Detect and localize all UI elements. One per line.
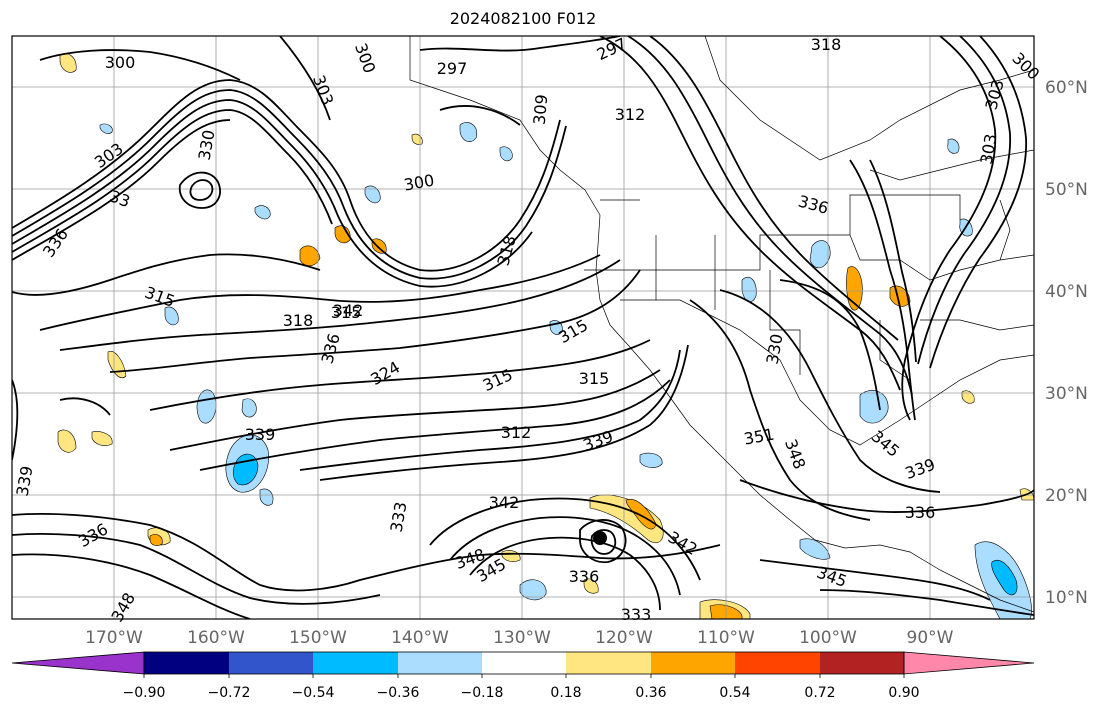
blue-patch: [196, 389, 217, 424]
latitude-labels: 60°N 50°N 40°N 30°N 20°N 10°N: [1045, 78, 1088, 608]
latitude-label: 20°N: [1045, 486, 1088, 506]
cyan-patch: [991, 560, 1018, 596]
colorbar-tick-label: 0.36: [635, 685, 666, 701]
colorbar-segment: [229, 652, 313, 674]
contour-label: 297: [437, 59, 468, 78]
latitude-label: 40°N: [1045, 282, 1088, 302]
yellow-patch: [589, 494, 664, 544]
longitude-label: 150°W: [289, 628, 347, 648]
blue-patch: [639, 452, 663, 468]
orange-patch: [299, 245, 321, 267]
colorbar-tick-label: 0.18: [550, 685, 581, 701]
blue-patch: [164, 306, 179, 326]
longitude-label: 170°W: [85, 628, 143, 648]
blue-patch: [241, 398, 257, 418]
blue-patch: [519, 579, 547, 601]
colorbar-tick-label: −0.18: [461, 685, 504, 701]
contour-label: 342: [333, 301, 364, 320]
contour-label: 315: [579, 369, 610, 388]
colorbar-outline: [143, 651, 905, 675]
blue-patch: [99, 123, 113, 134]
colorbar-tick-label: 0.72: [804, 685, 835, 701]
colorbar-tick-label: −0.36: [377, 685, 420, 701]
latitude-label: 50°N: [1045, 180, 1088, 200]
map-border: [11, 35, 1035, 620]
contour-label: 300: [105, 53, 136, 72]
colorbar-tick-labels: −0.90 −0.72 −0.54 −0.36 −0.18 0.18 0.36 0.54 0.7…: [123, 674, 920, 701]
colorbar-segment: [398, 652, 482, 674]
longitude-label: 120°W: [595, 628, 653, 648]
yellow-patch: [961, 390, 975, 404]
map-frame: [12, 36, 1034, 619]
colorbar-segment: [735, 652, 820, 674]
colorbar-segment: [820, 652, 904, 674]
colorbar: [11, 651, 1035, 675]
colorbar-tick-label: −0.90: [123, 685, 166, 701]
contour-label: 312: [501, 423, 532, 442]
cyclone-eye: [593, 531, 607, 545]
contour-label: 342: [489, 493, 520, 512]
blue-patch: [947, 138, 960, 154]
colorbar-segment: [482, 652, 566, 674]
latitude-label: 10°N: [1045, 588, 1088, 608]
blue-patch: [364, 185, 381, 204]
yellow-patch: [57, 429, 77, 453]
longitude-labels: 170°W 160°W 150°W 140°W 130°W 120°W 110°W 100°W…: [85, 628, 954, 648]
blue-patch: [499, 146, 513, 162]
blue-patch: [254, 205, 271, 220]
longitude-label: 160°W: [187, 628, 245, 648]
colorbar-max-extension: [903, 651, 1035, 675]
blue-patch: [859, 390, 889, 424]
latitude-label: 60°N: [1045, 78, 1088, 98]
longitude-label: 90°W: [907, 628, 954, 648]
contour-label: 318: [283, 311, 314, 330]
height-contours: [12, 36, 1034, 619]
colorbar-segment: [651, 652, 735, 674]
longitude-label: 140°W: [391, 628, 449, 648]
blue-patch: [259, 488, 274, 506]
map-title: 2024082100 F012: [449, 9, 597, 28]
yellow-patch: [91, 431, 113, 446]
longitude-label: 130°W: [493, 628, 551, 648]
colorbar-segment: [144, 652, 229, 674]
contour-label: 315: [331, 303, 362, 322]
contour-label: 318: [811, 35, 842, 54]
contour-label: 336: [569, 567, 600, 586]
blue-patch: [459, 122, 478, 142]
grid-lines: [12, 36, 1034, 619]
contour-label: 333: [621, 605, 652, 624]
contour-label: 336: [905, 503, 936, 522]
contour-label: 309: [530, 93, 552, 125]
blue-patch: [809, 240, 831, 269]
longitude-label: 100°W: [799, 628, 857, 648]
orange-patch: [371, 238, 387, 254]
blue-patch: [741, 276, 757, 302]
contour-label: 339: [245, 425, 276, 444]
colorbar-segment: [566, 652, 651, 674]
orange-patch: [149, 534, 163, 546]
longitude-label: 110°W: [697, 628, 755, 648]
colorbar-tick-label: 0.90: [888, 685, 919, 701]
colorbar-tick-label: −0.72: [208, 685, 251, 701]
colorbar-tick-label: 0.54: [719, 685, 750, 701]
latitude-label: 30°N: [1045, 384, 1088, 404]
orange-patch: [625, 498, 657, 530]
contour-label: 312: [615, 105, 646, 124]
colorbar-tick-label: −0.54: [292, 685, 335, 701]
colorbar-segment: [313, 652, 398, 674]
blue-patch: [799, 538, 831, 560]
yellow-patch: [583, 578, 599, 594]
colorbar-min-extension: [11, 651, 145, 675]
